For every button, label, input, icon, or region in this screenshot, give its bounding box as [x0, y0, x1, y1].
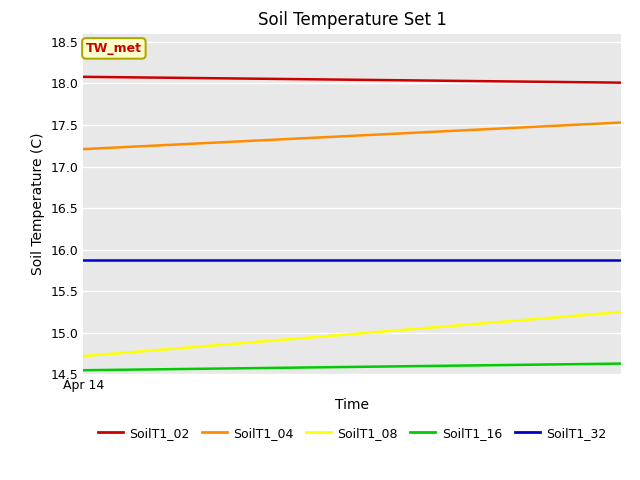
Text: TW_met: TW_met [86, 42, 142, 55]
Legend: SoilT1_02, SoilT1_04, SoilT1_08, SoilT1_16, SoilT1_32: SoilT1_02, SoilT1_04, SoilT1_08, SoilT1_… [93, 421, 611, 444]
Y-axis label: Soil Temperature (C): Soil Temperature (C) [31, 133, 45, 275]
Title: Soil Temperature Set 1: Soil Temperature Set 1 [257, 11, 447, 29]
X-axis label: Time: Time [335, 398, 369, 412]
